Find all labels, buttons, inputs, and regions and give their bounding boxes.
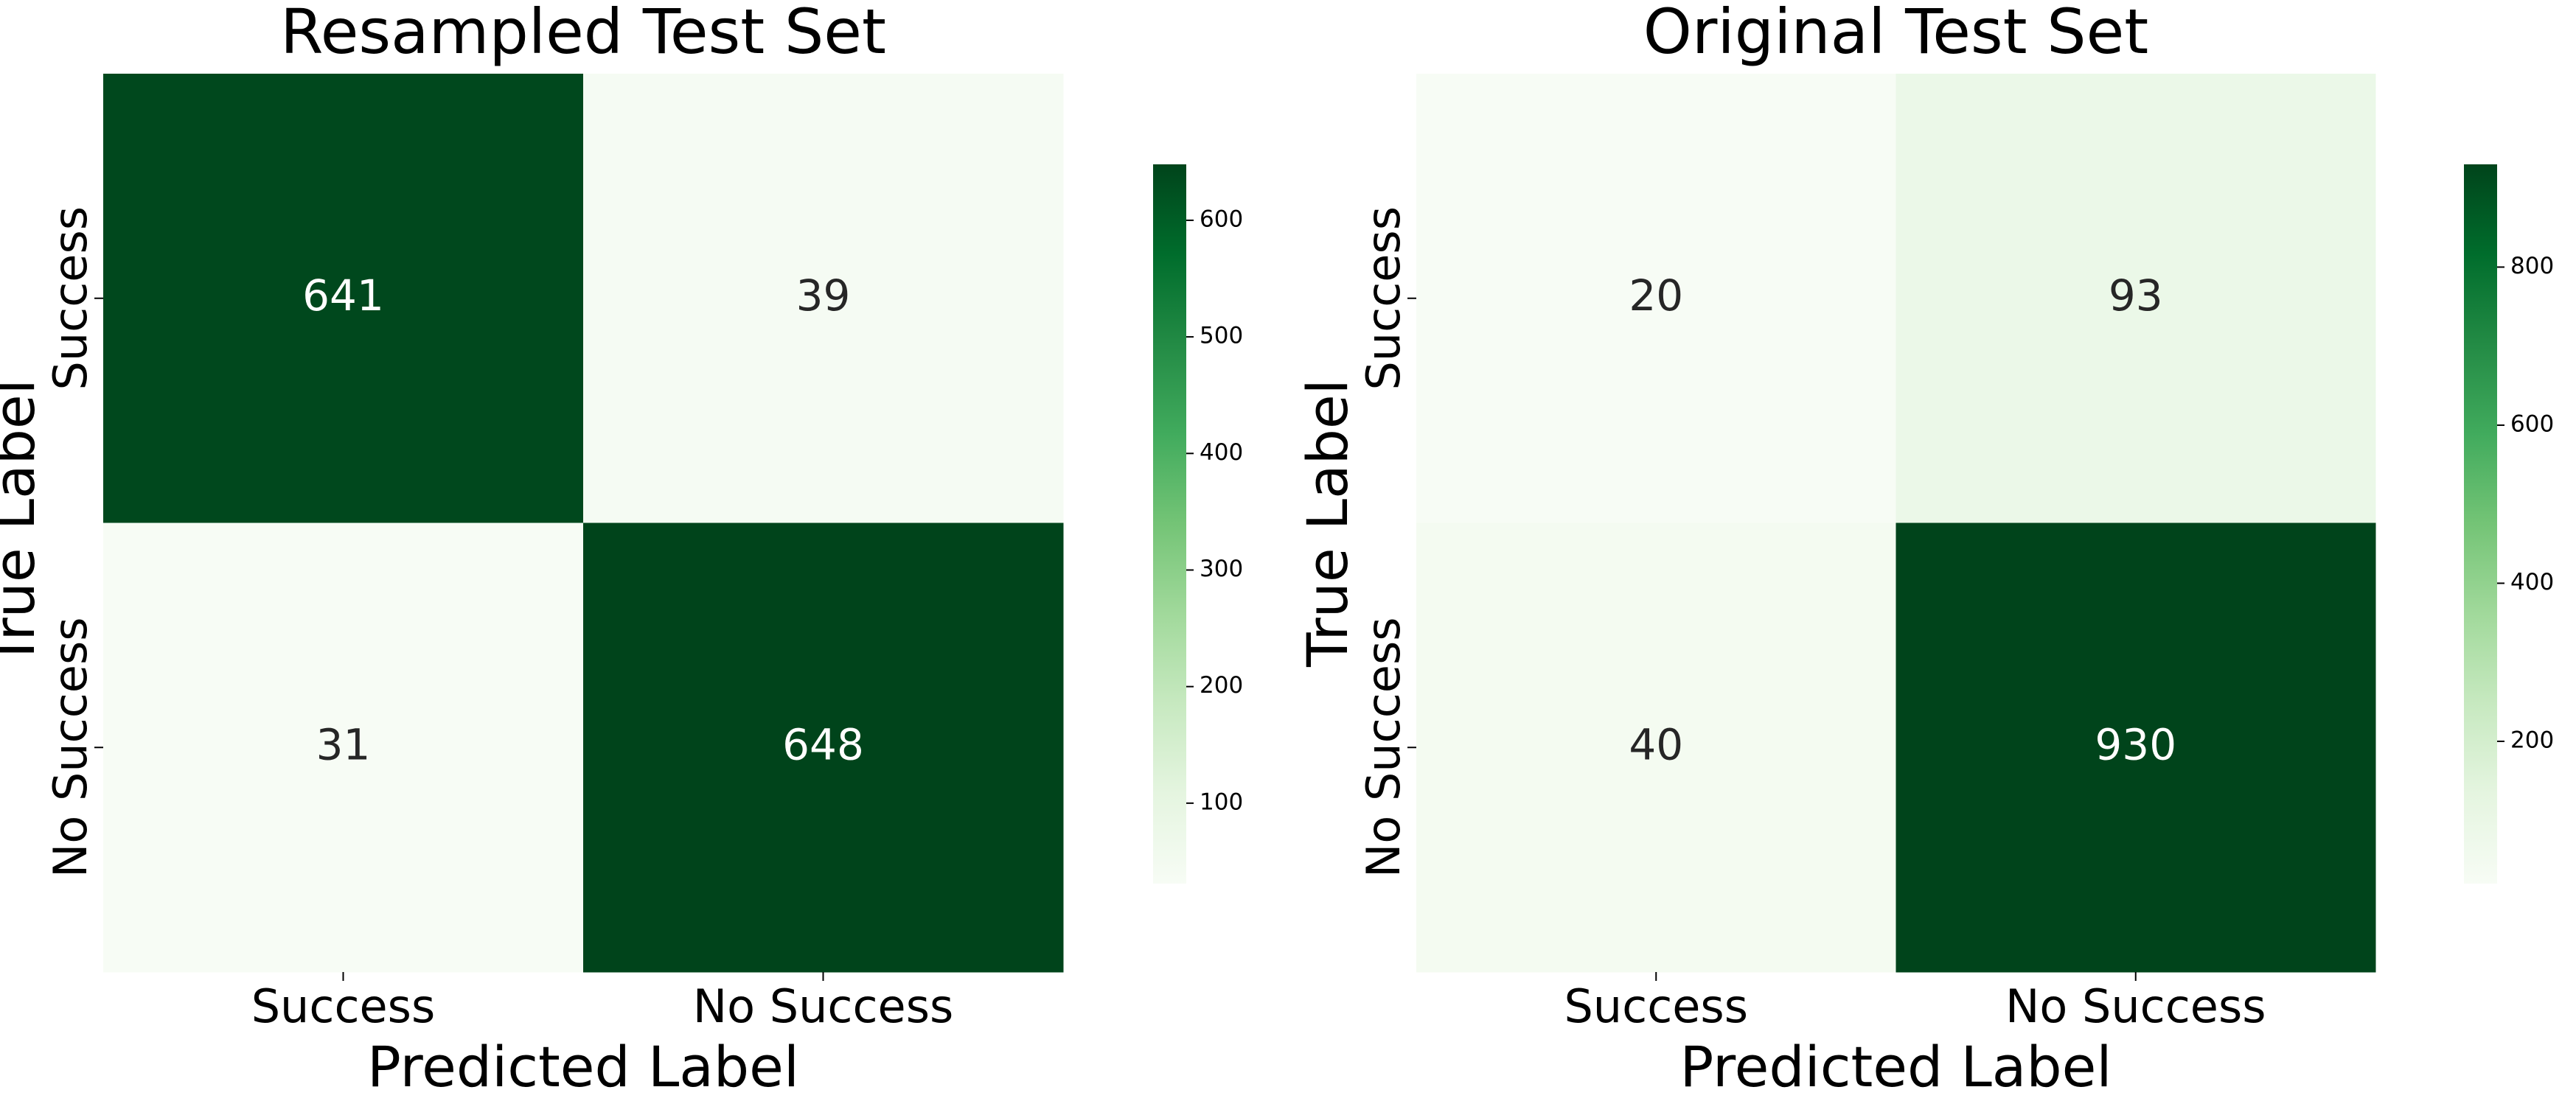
cell-label: 40 <box>1629 719 1683 769</box>
y-axis-label: True Label <box>0 379 47 668</box>
colorbar-tick-label: 300 <box>1200 556 1243 582</box>
cell-label: 641 <box>302 270 384 321</box>
heatmap-cell <box>1896 522 2376 973</box>
colorbar <box>1153 164 1186 884</box>
heatmap-cell <box>583 74 1064 523</box>
heatmap-cell <box>583 522 1064 973</box>
y-tick-label: Success <box>43 206 97 391</box>
chart-title: Resampled Test Set <box>280 0 886 68</box>
colorbar <box>2464 164 2497 884</box>
cell-label: 93 <box>2109 270 2163 321</box>
x-axis-label: Predicted Label <box>367 1034 799 1100</box>
x-tick-label: No Success <box>693 979 954 1033</box>
colorbar-tick-label: 200 <box>1200 672 1243 699</box>
y-tick-label: No Success <box>1357 617 1410 878</box>
heatmap-cell <box>1416 74 1896 523</box>
x-tick-label: No Success <box>2005 979 2266 1033</box>
cell-label: 648 <box>782 719 864 769</box>
cell-label: 930 <box>2095 719 2176 769</box>
colorbar-tick-label: 100 <box>1200 789 1243 815</box>
x-tick-label: Success <box>1564 979 1748 1033</box>
colorbar-tick-label: 200 <box>2510 727 2554 753</box>
colorbar-tick-label: 600 <box>1200 206 1243 232</box>
heatmap-cell <box>1896 74 2376 523</box>
cell-label: 39 <box>796 270 851 321</box>
colorbar-tick-label: 400 <box>2510 569 2554 595</box>
y-tick-label: No Success <box>43 617 97 878</box>
y-axis-label: True Label <box>1295 379 1360 668</box>
heatmap-cell <box>103 74 584 523</box>
colorbar-tick-label: 800 <box>2510 253 2554 279</box>
colorbar-tick-label: 500 <box>1200 323 1243 349</box>
y-tick-label: Success <box>1357 206 1410 391</box>
colorbar-tick-label: 600 <box>2510 410 2554 437</box>
chart-title: Original Test Set <box>1643 0 2148 68</box>
heatmap-cell <box>1416 522 1896 973</box>
cell-label: 31 <box>316 719 371 769</box>
x-tick-label: Success <box>251 979 436 1033</box>
colorbar-tick-label: 400 <box>1200 439 1243 466</box>
cell-label: 20 <box>1629 270 1683 321</box>
x-axis-label: Predicted Label <box>1680 1034 2112 1100</box>
heatmap-cell <box>103 522 584 973</box>
